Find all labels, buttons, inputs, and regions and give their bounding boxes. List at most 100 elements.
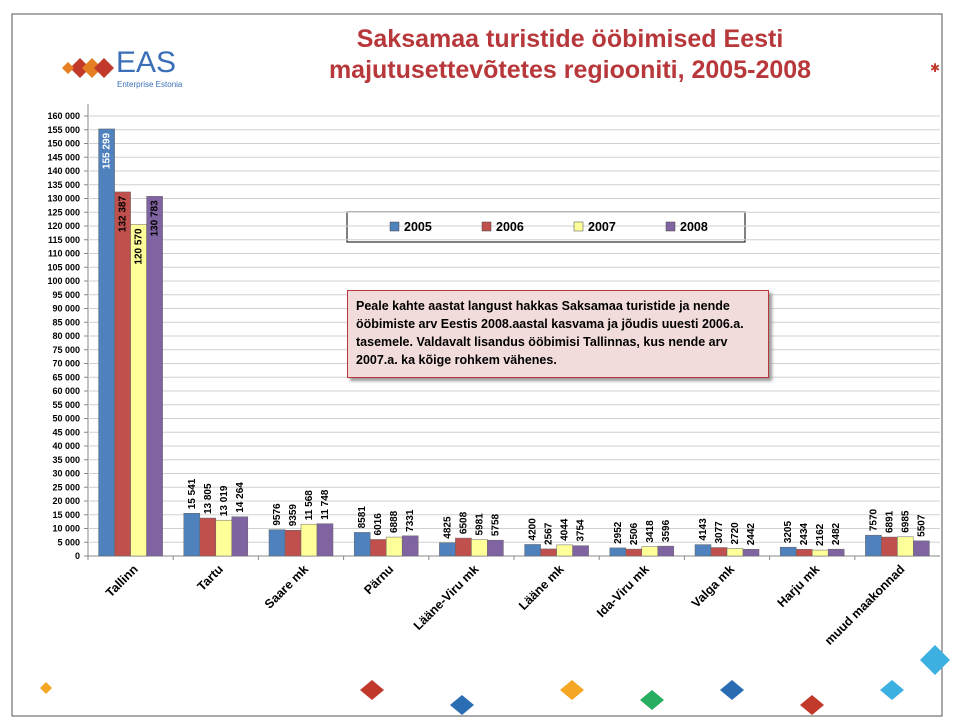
data-label: 11 748 <box>320 489 331 519</box>
bar <box>727 549 743 556</box>
bar <box>780 547 796 556</box>
x-tick-label: muud maakonnad <box>822 562 908 648</box>
data-label: 8581 <box>357 506 368 529</box>
data-label: 9359 <box>288 504 299 527</box>
bar <box>658 546 674 556</box>
logo-subtitle: Enterprise Estonia <box>117 80 182 89</box>
data-label: 132 387 <box>118 196 129 233</box>
ornament: ✱ <box>930 61 940 75</box>
bar <box>354 532 370 556</box>
y-tick-label: 100 000 <box>47 276 80 286</box>
y-tick-label: 30 000 <box>52 469 80 479</box>
bar <box>913 541 929 556</box>
legend-swatch <box>482 222 491 231</box>
data-label: 7570 <box>868 508 879 531</box>
legend-swatch <box>666 222 675 231</box>
y-tick-label: 65 000 <box>52 372 80 382</box>
bar <box>232 517 248 556</box>
y-tick-label: 110 000 <box>48 249 80 259</box>
data-label: 2720 <box>730 522 741 545</box>
bar <box>317 524 333 556</box>
legend-swatch <box>574 222 583 231</box>
y-tick-label: 5 000 <box>57 537 80 547</box>
data-label: 6508 <box>458 511 469 534</box>
y-tick-label: 90 000 <box>52 304 80 314</box>
slide: ✱ 05 00010 00015 00020 00025 00030 00035… <box>0 0 954 720</box>
bar <box>487 540 503 556</box>
bar <box>897 537 913 556</box>
data-label: 155 299 <box>102 132 113 169</box>
data-label: 2442 <box>746 523 757 546</box>
bar <box>386 537 402 556</box>
data-label: 4044 <box>560 518 571 541</box>
bar <box>695 545 711 556</box>
x-tick-label: Pärnu <box>361 562 396 597</box>
data-label: 5981 <box>474 513 485 536</box>
bar <box>301 524 317 556</box>
y-tick-label: 130 000 <box>47 194 80 204</box>
bar <box>525 544 541 556</box>
bar <box>99 129 115 556</box>
data-label: 130 783 <box>150 200 161 237</box>
bar <box>610 548 626 556</box>
bar <box>796 549 812 556</box>
y-tick-label: 25 000 <box>52 482 80 492</box>
x-tick-label: Tallinn <box>103 562 141 600</box>
y-tick-label: 85 000 <box>52 317 80 327</box>
data-label: 5507 <box>916 514 927 537</box>
data-label: 6888 <box>389 510 400 533</box>
data-label: 2952 <box>613 521 624 544</box>
y-tick-label: 140 000 <box>47 166 80 176</box>
y-tick-label: 55 000 <box>52 400 80 410</box>
y-tick-label: 40 000 <box>52 441 80 451</box>
data-label: 3205 <box>783 521 794 544</box>
y-tick-label: 0 <box>75 551 80 561</box>
bar <box>828 549 844 556</box>
bar <box>865 535 881 556</box>
y-tick-label: 120 000 <box>47 221 80 231</box>
legend-label: 2007 <box>588 220 616 234</box>
x-tick-label: Lääne-Viru mk <box>411 562 482 633</box>
bar <box>541 549 557 556</box>
annotation: Peale kahte aastat langust hakkas Saksam… <box>347 290 769 378</box>
data-label: 9576 <box>272 503 283 526</box>
data-label: 2162 <box>815 523 826 546</box>
bar <box>200 518 216 556</box>
bar <box>711 548 727 556</box>
bar <box>471 540 487 556</box>
legend-label: 2005 <box>404 220 432 234</box>
data-label: 6985 <box>900 510 911 533</box>
y-tick-label: 125 000 <box>47 207 80 217</box>
data-label: 6016 <box>373 513 384 536</box>
x-tick-label: Lääne mk <box>516 562 567 613</box>
y-tick-label: 20 000 <box>52 496 80 506</box>
y-tick-label: 160 000 <box>47 111 80 121</box>
bar <box>557 545 573 556</box>
x-tick-label: Harju mk <box>775 562 823 610</box>
data-label: 4825 <box>442 516 453 539</box>
y-tick-label: 155 000 <box>47 125 80 135</box>
legend-label: 2006 <box>496 220 524 234</box>
bar <box>455 538 471 556</box>
y-tick-label: 60 000 <box>52 386 80 396</box>
y-tick-label: 105 000 <box>47 262 80 272</box>
legend-label: 2008 <box>680 220 708 234</box>
x-tick-label: Ida-Viru mk <box>594 562 652 620</box>
data-label: 2434 <box>799 523 810 546</box>
data-label: 6891 <box>884 510 895 533</box>
data-label: 2567 <box>544 522 555 545</box>
y-tick-label: 75 000 <box>52 345 80 355</box>
bar <box>642 547 658 556</box>
y-tick-label: 80 000 <box>52 331 80 341</box>
bar <box>184 513 200 556</box>
y-tick-label: 10 000 <box>52 524 80 534</box>
data-label: 4143 <box>698 518 709 541</box>
y-tick-label: 135 000 <box>47 180 80 190</box>
legend-swatch <box>390 222 399 231</box>
data-label: 3077 <box>714 521 725 544</box>
data-label: 13 805 <box>203 483 214 514</box>
bar <box>402 536 418 556</box>
bar <box>131 224 147 556</box>
bar <box>216 520 232 556</box>
y-tick-label: 150 000 <box>47 139 80 149</box>
